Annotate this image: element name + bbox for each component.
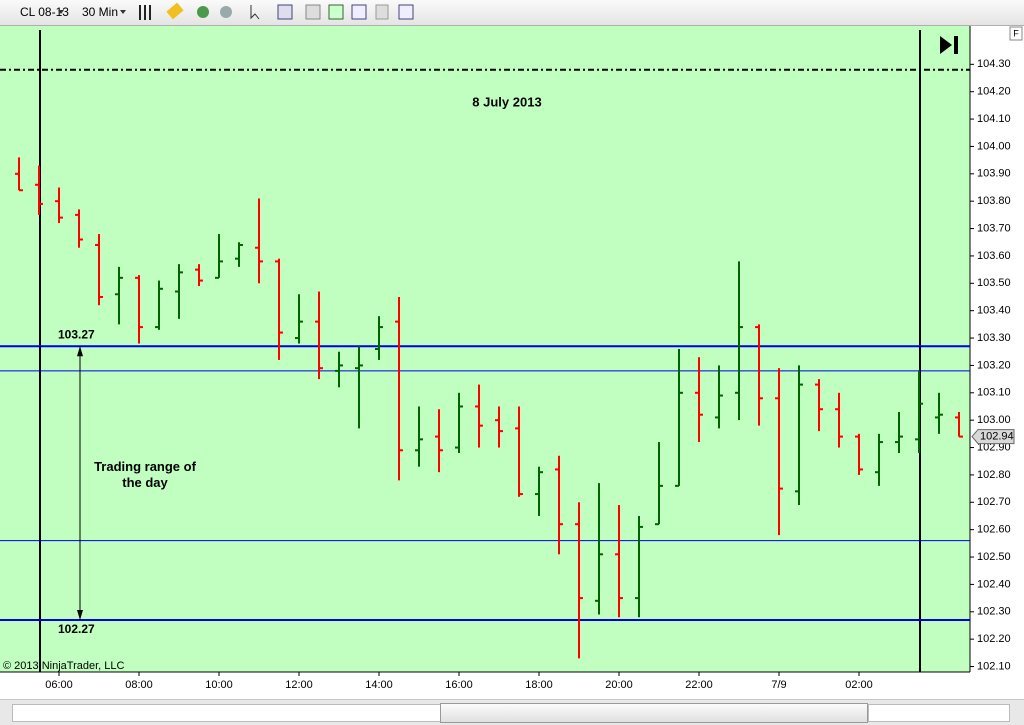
- x-tick-label: 08:00: [125, 679, 153, 691]
- y-tick-label: 102.30: [977, 606, 1011, 618]
- x-tick-label: 10:00: [205, 679, 233, 691]
- instrument[interactable]: CL 08-13: [20, 5, 69, 19]
- period[interactable]: 30 Min: [82, 5, 119, 19]
- last-price-marker: [971, 429, 1015, 445]
- y-tick-label: 104.30: [977, 58, 1011, 70]
- y-tick-label: 103.90: [977, 168, 1011, 180]
- x-tick-label: 20:00: [605, 679, 633, 691]
- y-tick-label: 102.70: [977, 496, 1011, 508]
- y-tick-label: 102.60: [977, 524, 1011, 536]
- price-axis: [970, 26, 1024, 699]
- plot-area: [0, 26, 970, 672]
- x-tick-label: 06:00: [45, 679, 73, 691]
- y-tick-label: 102.80: [977, 469, 1011, 481]
- x-tick-label: 12:00: [285, 679, 313, 691]
- y-tick-label: 103.20: [977, 359, 1011, 371]
- y-tick-label: 104.10: [977, 113, 1011, 125]
- y-tick-label: 103.60: [977, 250, 1011, 262]
- range-note: Trading range of the day: [94, 459, 196, 490]
- date-annotation: 8 July 2013: [472, 94, 541, 109]
- x-tick-label: 14:00: [365, 679, 393, 691]
- level-label: 103.27: [58, 327, 95, 341]
- x-tick-label: 02:00: [845, 679, 873, 691]
- y-tick-label: 103.80: [977, 195, 1011, 207]
- y-tick-label: 103.30: [977, 332, 1011, 344]
- arrow-head: [77, 346, 83, 357]
- corner-button[interactable]: [1009, 26, 1023, 41]
- scroll-end-button[interactable]: [940, 36, 958, 54]
- y-tick-label: 103.00: [977, 414, 1011, 426]
- y-tick-label: 102.20: [977, 633, 1011, 645]
- level-label: 102.27: [58, 622, 95, 636]
- x-tick-label: 18:00: [525, 679, 553, 691]
- y-tick-label: 102.90: [977, 441, 1011, 453]
- y-tick-label: 103.10: [977, 387, 1011, 399]
- x-tick-label: 22:00: [685, 679, 713, 691]
- time-axis: [0, 672, 970, 699]
- y-tick-label: 102.40: [977, 578, 1011, 590]
- y-tick-label: 103.40: [977, 305, 1011, 317]
- y-tick-label: 102.50: [977, 551, 1011, 563]
- y-tick-label: 104.00: [977, 140, 1011, 152]
- copyright: © 2013 NinjaTrader, LLC: [3, 660, 124, 672]
- chart: F 8 July 2013 © 2013 NinjaTrader, LLC 10…: [0, 26, 1024, 699]
- last-price-label: 102.94: [980, 430, 1014, 442]
- y-tick-label: 103.70: [977, 222, 1011, 234]
- scrollbar[interactable]: [0, 699, 1024, 725]
- corner-button-label[interactable]: F: [1013, 28, 1019, 38]
- arrow-head: [77, 609, 83, 620]
- y-tick-label: 103.50: [977, 277, 1011, 289]
- y-tick-label: 102.10: [977, 660, 1011, 672]
- x-tick-label: 7/9: [771, 679, 786, 691]
- y-tick-label: 104.20: [977, 86, 1011, 98]
- x-tick-label: 16:00: [445, 679, 473, 691]
